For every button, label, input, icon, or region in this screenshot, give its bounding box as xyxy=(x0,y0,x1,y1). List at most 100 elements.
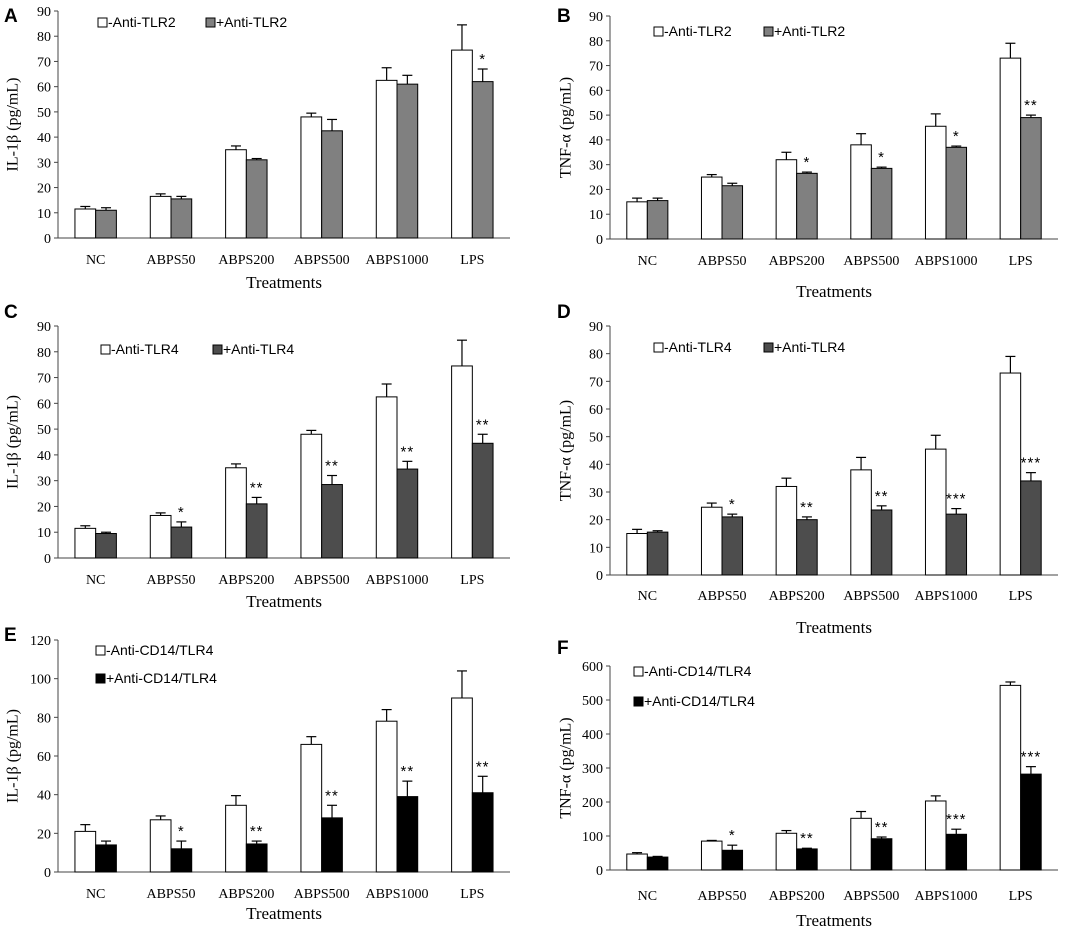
bar-untreated xyxy=(999,684,1022,871)
category-label: NC xyxy=(86,573,105,588)
category-label: ABPS200 xyxy=(769,254,825,269)
bar-untreated xyxy=(74,208,97,239)
legend-label: -Anti-TLR4 xyxy=(111,341,179,357)
y-tick-label: 30 xyxy=(589,486,603,501)
legend-swatch xyxy=(95,645,106,656)
significance-label: * xyxy=(878,149,885,166)
y-tick-label: 40 xyxy=(37,449,51,464)
legend-label: +Anti-TLR4 xyxy=(223,341,294,357)
bar-untreated xyxy=(999,57,1022,240)
significance-label: ** xyxy=(250,823,264,840)
y-tick-label: 40 xyxy=(37,131,51,146)
bar-untreated xyxy=(375,720,398,873)
bar-blocked xyxy=(870,167,893,240)
category-label: ABPS200 xyxy=(769,589,825,604)
bar-blocked xyxy=(321,130,343,239)
x-axis-label: Treatments xyxy=(246,273,322,292)
y-tick-label: 20 xyxy=(37,182,51,197)
y-tick-label: 50 xyxy=(37,423,51,438)
panel-letter: A xyxy=(4,6,18,27)
bar-blocked xyxy=(396,83,419,239)
legend-swatch xyxy=(633,666,644,677)
category-label: ABPS50 xyxy=(146,573,195,588)
panel-c: C 0 10 20 30 40 50 60 70 80 90 IL-1β (pg/mL) Treatme… xyxy=(4,302,510,611)
significance-label: ** xyxy=(476,758,490,775)
significance-label: *** xyxy=(1021,749,1042,766)
bar-untreated xyxy=(999,372,1022,576)
y-tick-label: 0 xyxy=(596,233,603,248)
y-axis-label: TNF-α (pg/mL) xyxy=(558,717,575,818)
y-tick-label: 40 xyxy=(589,458,603,473)
bar-blocked xyxy=(321,484,343,559)
category-label: NC xyxy=(86,887,105,902)
significance-label: ** xyxy=(800,499,814,516)
legend-label: +Anti-TLR2 xyxy=(216,14,287,30)
y-tick-label: 70 xyxy=(589,60,603,75)
legend-label: -Anti-CD14/TLR4 xyxy=(106,642,214,658)
category-label: ABPS50 xyxy=(146,887,195,902)
bar-blocked xyxy=(321,817,343,873)
significance-label: ** xyxy=(325,458,339,475)
significance-label: ** xyxy=(401,763,415,780)
category-label: NC xyxy=(86,253,105,268)
bar-untreated xyxy=(149,514,172,559)
y-tick-label: 60 xyxy=(37,397,51,412)
y-tick-label: 80 xyxy=(589,348,603,363)
category-label: LPS xyxy=(460,573,484,588)
panel-d: D 0 10 20 30 40 50 60 70 80 90 TNF-α (pg/mL) Treatme… xyxy=(557,302,1058,637)
y-axis-label: IL-1β (pg/mL) xyxy=(5,709,22,803)
bar-untreated xyxy=(775,485,798,576)
bar-blocked xyxy=(721,516,744,576)
category-label: ABPS50 xyxy=(146,253,195,268)
bar-blocked xyxy=(95,844,117,873)
bar-blocked xyxy=(945,146,968,240)
bar-blocked xyxy=(796,172,818,240)
y-tick-label: 80 xyxy=(37,30,51,45)
legend-swatch xyxy=(212,344,223,355)
panel-letter: E xyxy=(4,625,17,646)
y-tick-label: 60 xyxy=(589,403,603,418)
y-tick-label: 50 xyxy=(589,109,603,124)
legend-label: +Anti-CD14/TLR4 xyxy=(644,693,755,709)
bar-blocked xyxy=(170,848,193,873)
category-label: ABPS500 xyxy=(843,889,899,904)
y-tick-label: 50 xyxy=(589,431,603,446)
bar-untreated xyxy=(225,149,247,239)
category-label: ABPS1000 xyxy=(365,573,428,588)
legend-label: -Anti-TLR2 xyxy=(108,14,176,30)
y-tick-label: 400 xyxy=(582,728,603,743)
y-tick-label: 300 xyxy=(582,762,603,777)
bar-blocked xyxy=(870,838,893,871)
bar-untreated xyxy=(300,433,323,559)
bar-blocked xyxy=(245,503,268,559)
significance-label: *** xyxy=(1021,455,1042,472)
bar-blocked xyxy=(95,209,117,239)
bar-untreated xyxy=(924,125,947,240)
category-label: ABPS1000 xyxy=(365,253,428,268)
legend-swatch xyxy=(97,17,108,28)
bar-untreated xyxy=(700,840,723,871)
bar-untreated xyxy=(225,804,247,873)
category-label: ABPS1000 xyxy=(914,889,977,904)
bar-untreated xyxy=(225,467,247,559)
significance-label: * xyxy=(479,51,486,68)
legend-label: -Anti-TLR4 xyxy=(664,339,732,355)
bar-blocked xyxy=(870,509,893,576)
bar-untreated xyxy=(700,176,723,240)
bar-untreated xyxy=(149,819,172,873)
bar-untreated xyxy=(850,469,872,576)
category-label: ABPS500 xyxy=(843,254,899,269)
y-axis-label: TNF-α (pg/mL) xyxy=(558,77,575,178)
y-axis-label: TNF-α (pg/mL) xyxy=(558,400,575,501)
bar-blocked xyxy=(721,849,744,871)
significance-label: * xyxy=(178,504,185,521)
bar-untreated xyxy=(300,743,323,873)
y-tick-label: 120 xyxy=(30,634,51,649)
panel-letter: C xyxy=(4,302,18,323)
bar-blocked xyxy=(796,848,818,871)
bar-blocked xyxy=(396,468,419,559)
bar-blocked xyxy=(1020,773,1042,871)
y-tick-label: 90 xyxy=(589,10,603,25)
panel-f: F 0 100 200 300 400 500 600 TNF-α (pg/mL) Treatme… xyxy=(557,638,1058,930)
